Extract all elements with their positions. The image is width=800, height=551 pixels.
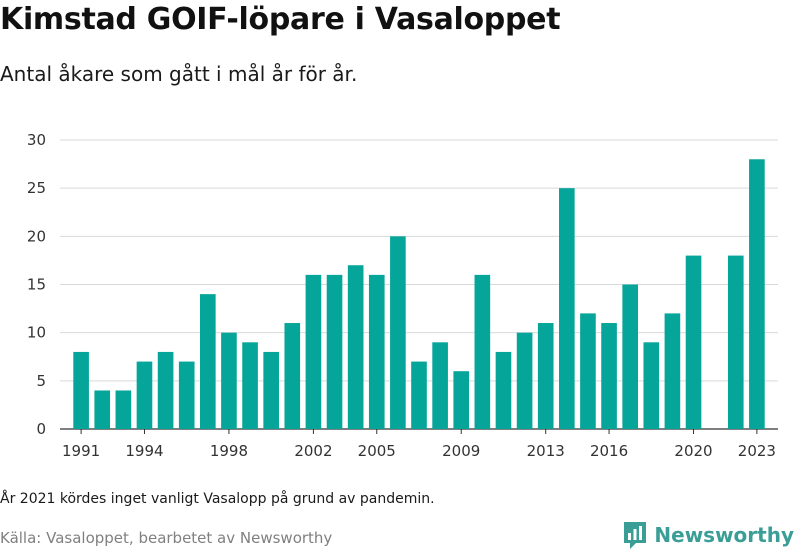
bar-1999 bbox=[242, 342, 258, 429]
y-tick-label: 10 bbox=[27, 324, 46, 342]
brand-logo: Newsworthy bbox=[622, 519, 794, 551]
x-tick-label: 2009 bbox=[442, 442, 480, 460]
brand-name: Newsworthy bbox=[654, 523, 794, 547]
bar-2013 bbox=[537, 323, 554, 429]
x-tick-label: 1998 bbox=[210, 442, 248, 460]
x-tick-label: 2023 bbox=[738, 442, 776, 460]
x-tick-label: 2002 bbox=[294, 442, 332, 460]
bar-1992 bbox=[94, 390, 111, 429]
y-tick-label: 20 bbox=[27, 227, 46, 245]
bar-2008 bbox=[432, 342, 448, 429]
x-tick-label: 1994 bbox=[125, 442, 163, 460]
bar-2022 bbox=[727, 255, 744, 429]
bar-2012 bbox=[516, 332, 533, 429]
bar-chart: 0 5 10 15 20 25 30 1991 1994 1998 2002 2005 2009 201… bbox=[27, 131, 778, 460]
bar-2010 bbox=[474, 274, 491, 429]
chart-title: Kimstad GOIF-löpare i Vasaloppet bbox=[0, 2, 561, 37]
x-tick-label: 2013 bbox=[527, 442, 565, 460]
y-axis-ticks: 0 5 10 15 20 25 30 bbox=[27, 131, 46, 438]
x-tick-label: 1991 bbox=[62, 442, 100, 460]
bar-2002 bbox=[305, 274, 322, 429]
bar-1995 bbox=[157, 351, 174, 429]
bar-2014 bbox=[559, 188, 575, 429]
footnote: År 2021 kördes inget vanligt Vasalopp på… bbox=[0, 491, 435, 507]
bar-2009 bbox=[453, 371, 470, 429]
bar-2006 bbox=[390, 236, 406, 429]
bar-2017 bbox=[622, 284, 638, 429]
bar-2016 bbox=[601, 323, 617, 429]
chart-subtitle: Antal åkare som gått i mål år för år. bbox=[0, 62, 358, 86]
bar-2011 bbox=[495, 351, 512, 429]
bar-2003 bbox=[326, 274, 343, 429]
bar-1994 bbox=[136, 361, 153, 429]
bar-2004 bbox=[347, 265, 364, 429]
bar-2023 bbox=[749, 159, 765, 429]
bar-2001 bbox=[284, 323, 301, 429]
bar-2020 bbox=[685, 255, 702, 429]
x-axis-ticks: 1991 1994 1998 2002 2005 2009 2013 2016 2020 2023 bbox=[62, 429, 776, 460]
bar-2000 bbox=[263, 351, 279, 429]
bar-2018 bbox=[643, 342, 660, 429]
bar-2005 bbox=[368, 274, 385, 429]
bars bbox=[73, 159, 765, 429]
y-tick-label: 0 bbox=[36, 420, 46, 438]
bar-2007 bbox=[411, 361, 427, 429]
bar-1993 bbox=[115, 390, 132, 429]
source-text: Källa: Vasaloppet, bearbetet av Newswort… bbox=[0, 529, 333, 547]
y-tick-label: 30 bbox=[27, 131, 46, 149]
bar-1991 bbox=[73, 351, 89, 429]
x-tick-label: 2016 bbox=[590, 442, 628, 460]
x-tick-label: 2020 bbox=[674, 442, 712, 460]
bar-2019 bbox=[664, 313, 681, 429]
x-tick-label: 2005 bbox=[358, 442, 396, 460]
bar-1997 bbox=[200, 294, 216, 429]
y-tick-label: 5 bbox=[36, 372, 46, 390]
bar-chart-logo-icon bbox=[624, 522, 647, 549]
y-tick-label: 25 bbox=[27, 179, 46, 197]
bar-1996 bbox=[178, 361, 195, 429]
bar-2015 bbox=[580, 313, 596, 429]
bar-1998 bbox=[221, 332, 237, 429]
y-tick-label: 15 bbox=[27, 276, 46, 294]
